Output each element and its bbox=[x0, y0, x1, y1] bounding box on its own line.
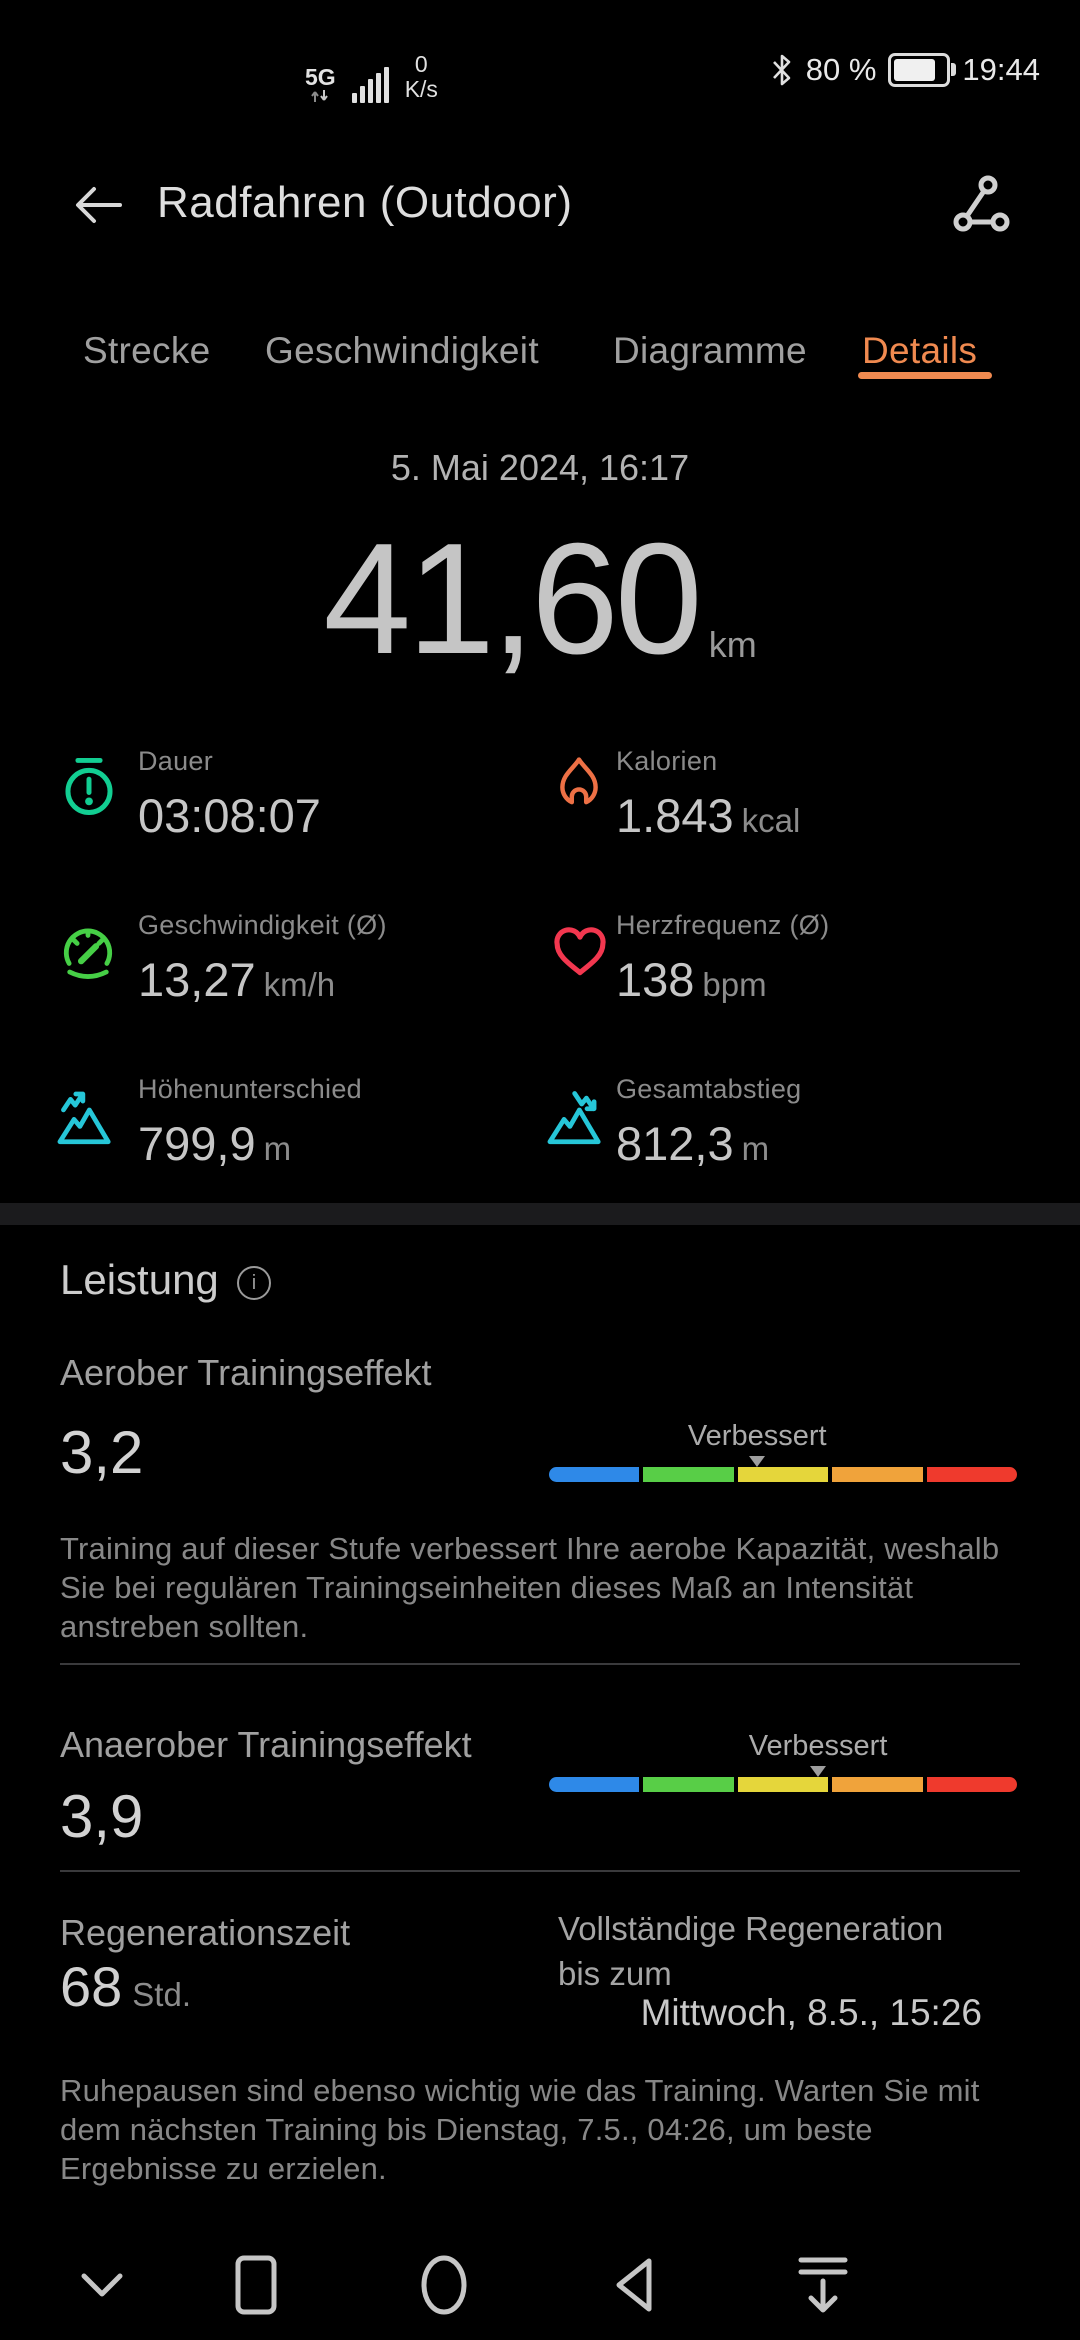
status-right-cluster: 80 % 19:44 bbox=[770, 52, 1040, 88]
section-separator bbox=[0, 1203, 1080, 1225]
aerobic-effect-scale: Verbessert bbox=[549, 1420, 1018, 1484]
active-tab-underline bbox=[858, 372, 992, 379]
status-bar: 5G 0 K/s 80 % 19:44 bbox=[0, 51, 1080, 108]
clock-label: 19:44 bbox=[962, 52, 1040, 87]
anaerobic-gradient-bar bbox=[549, 1777, 1018, 1792]
recents-square-icon bbox=[235, 2255, 277, 2315]
stat-label: Geschwindigkeit (Ø) bbox=[138, 910, 387, 940]
stat-label: Kalorien bbox=[616, 746, 718, 776]
regeneration-until-date: Mittwoch, 8.5., 15:26 bbox=[640, 1992, 982, 2033]
system-navigation-bar bbox=[0, 2240, 1080, 2340]
performance-section-title: Leistung bbox=[60, 1256, 219, 1303]
distance-value: 41,60 bbox=[323, 511, 702, 687]
aerobic-effect-label: Aerober Trainingseffekt bbox=[60, 1352, 432, 1393]
regeneration-note: Ruhepausen sind ebenso wichtig wie das T… bbox=[60, 2073, 980, 2186]
stat-value: 03:08:07 bbox=[138, 789, 321, 842]
data-arrows-icon bbox=[311, 89, 329, 102]
stopwatch-icon bbox=[58, 756, 120, 818]
distance-hero: 41,60 km bbox=[0, 511, 1080, 687]
divider bbox=[60, 1663, 1020, 1665]
share-button[interactable] bbox=[945, 172, 1013, 240]
aerobic-marker-icon bbox=[749, 1456, 766, 1467]
aerobic-marker-label: Verbessert bbox=[687, 1420, 827, 1452]
stat-value: 138 bpm bbox=[616, 953, 767, 1006]
signal-cluster: 5G 0 K/s bbox=[305, 51, 438, 103]
tab-details[interactable]: Details bbox=[862, 330, 978, 371]
speed-unit: K/s bbox=[404, 76, 438, 103]
anaerobic-marker-icon bbox=[810, 1766, 827, 1777]
regeneration-info: Vollständige Regeneration bis zum bbox=[558, 1910, 944, 1992]
recents-button[interactable] bbox=[211, 2240, 301, 2330]
mountain-ascent-icon bbox=[54, 1084, 120, 1150]
workout-datetime: 5. Mai 2024, 16:17 bbox=[390, 447, 690, 488]
stat-label: Höhenunterschied bbox=[138, 1074, 362, 1104]
tab-strecke[interactable]: Strecke bbox=[83, 330, 211, 371]
page-title: Radfahren (Outdoor) bbox=[157, 178, 573, 227]
signal-strength-icon bbox=[351, 66, 389, 103]
speed-value: 0 bbox=[414, 51, 428, 77]
share-icon bbox=[953, 175, 1010, 232]
collapse-button[interactable] bbox=[778, 2240, 868, 2330]
anaerobic-marker-label: Verbessert bbox=[748, 1730, 888, 1762]
stat-value: 812,3 m bbox=[616, 1117, 770, 1170]
battery-percent-label: 80 % bbox=[805, 52, 877, 87]
aerobic-effect-value: 3,2 bbox=[60, 1419, 144, 1486]
anaerobic-effect-value: 3,9 bbox=[60, 1783, 144, 1850]
stat-label: Herzfrequenz (Ø) bbox=[616, 910, 830, 940]
network-type-label: 5G bbox=[305, 63, 336, 90]
chevron-down-icon bbox=[81, 2273, 123, 2297]
divider bbox=[60, 1870, 1020, 1872]
anaerobic-effect-scale: Verbessert bbox=[549, 1730, 1018, 1794]
speedometer-icon bbox=[56, 920, 120, 984]
stat-value: 1.843 kcal bbox=[616, 789, 801, 842]
tab-geschwindigkeit[interactable]: Geschwindigkeit bbox=[265, 330, 539, 371]
home-circle-icon bbox=[421, 2255, 467, 2315]
aerobic-gradient-bar bbox=[549, 1467, 1018, 1482]
aerobic-description: Training auf dieser Stufe verbessert Ihr… bbox=[60, 1531, 1000, 1644]
tab-diagramme[interactable]: Diagramme bbox=[613, 330, 807, 371]
back-arrow-icon bbox=[76, 187, 122, 223]
stat-label: Gesamtabstieg bbox=[616, 1074, 802, 1104]
info-icon: i bbox=[251, 1271, 257, 1294]
bluetooth-icon bbox=[772, 54, 791, 86]
stat-value: 799,9 m bbox=[138, 1117, 292, 1170]
back-triangle-icon bbox=[616, 2258, 652, 2312]
flame-icon bbox=[548, 754, 610, 816]
mountain-descent-icon bbox=[544, 1084, 610, 1150]
heart-icon bbox=[548, 920, 612, 984]
battery-icon bbox=[888, 53, 957, 87]
regeneration-value: 68 Std. bbox=[60, 1955, 191, 2018]
info-button[interactable]: i bbox=[237, 1266, 271, 1300]
regeneration-label: Regenerationszeit bbox=[60, 1912, 351, 1953]
back-nav-button[interactable] bbox=[589, 2240, 679, 2330]
hide-navbar-button[interactable] bbox=[57, 2240, 147, 2330]
network-speed: 0 K/s bbox=[404, 51, 438, 103]
stat-label: Dauer bbox=[138, 746, 214, 776]
stat-value: 13,27 km/h bbox=[138, 953, 336, 1006]
home-button[interactable] bbox=[399, 2240, 489, 2330]
collapse-arrow-icon bbox=[798, 2257, 848, 2313]
distance-unit: km bbox=[708, 624, 757, 665]
back-button[interactable] bbox=[70, 182, 128, 228]
anaerobic-effect-label: Anaerober Trainingseffekt bbox=[60, 1724, 472, 1765]
